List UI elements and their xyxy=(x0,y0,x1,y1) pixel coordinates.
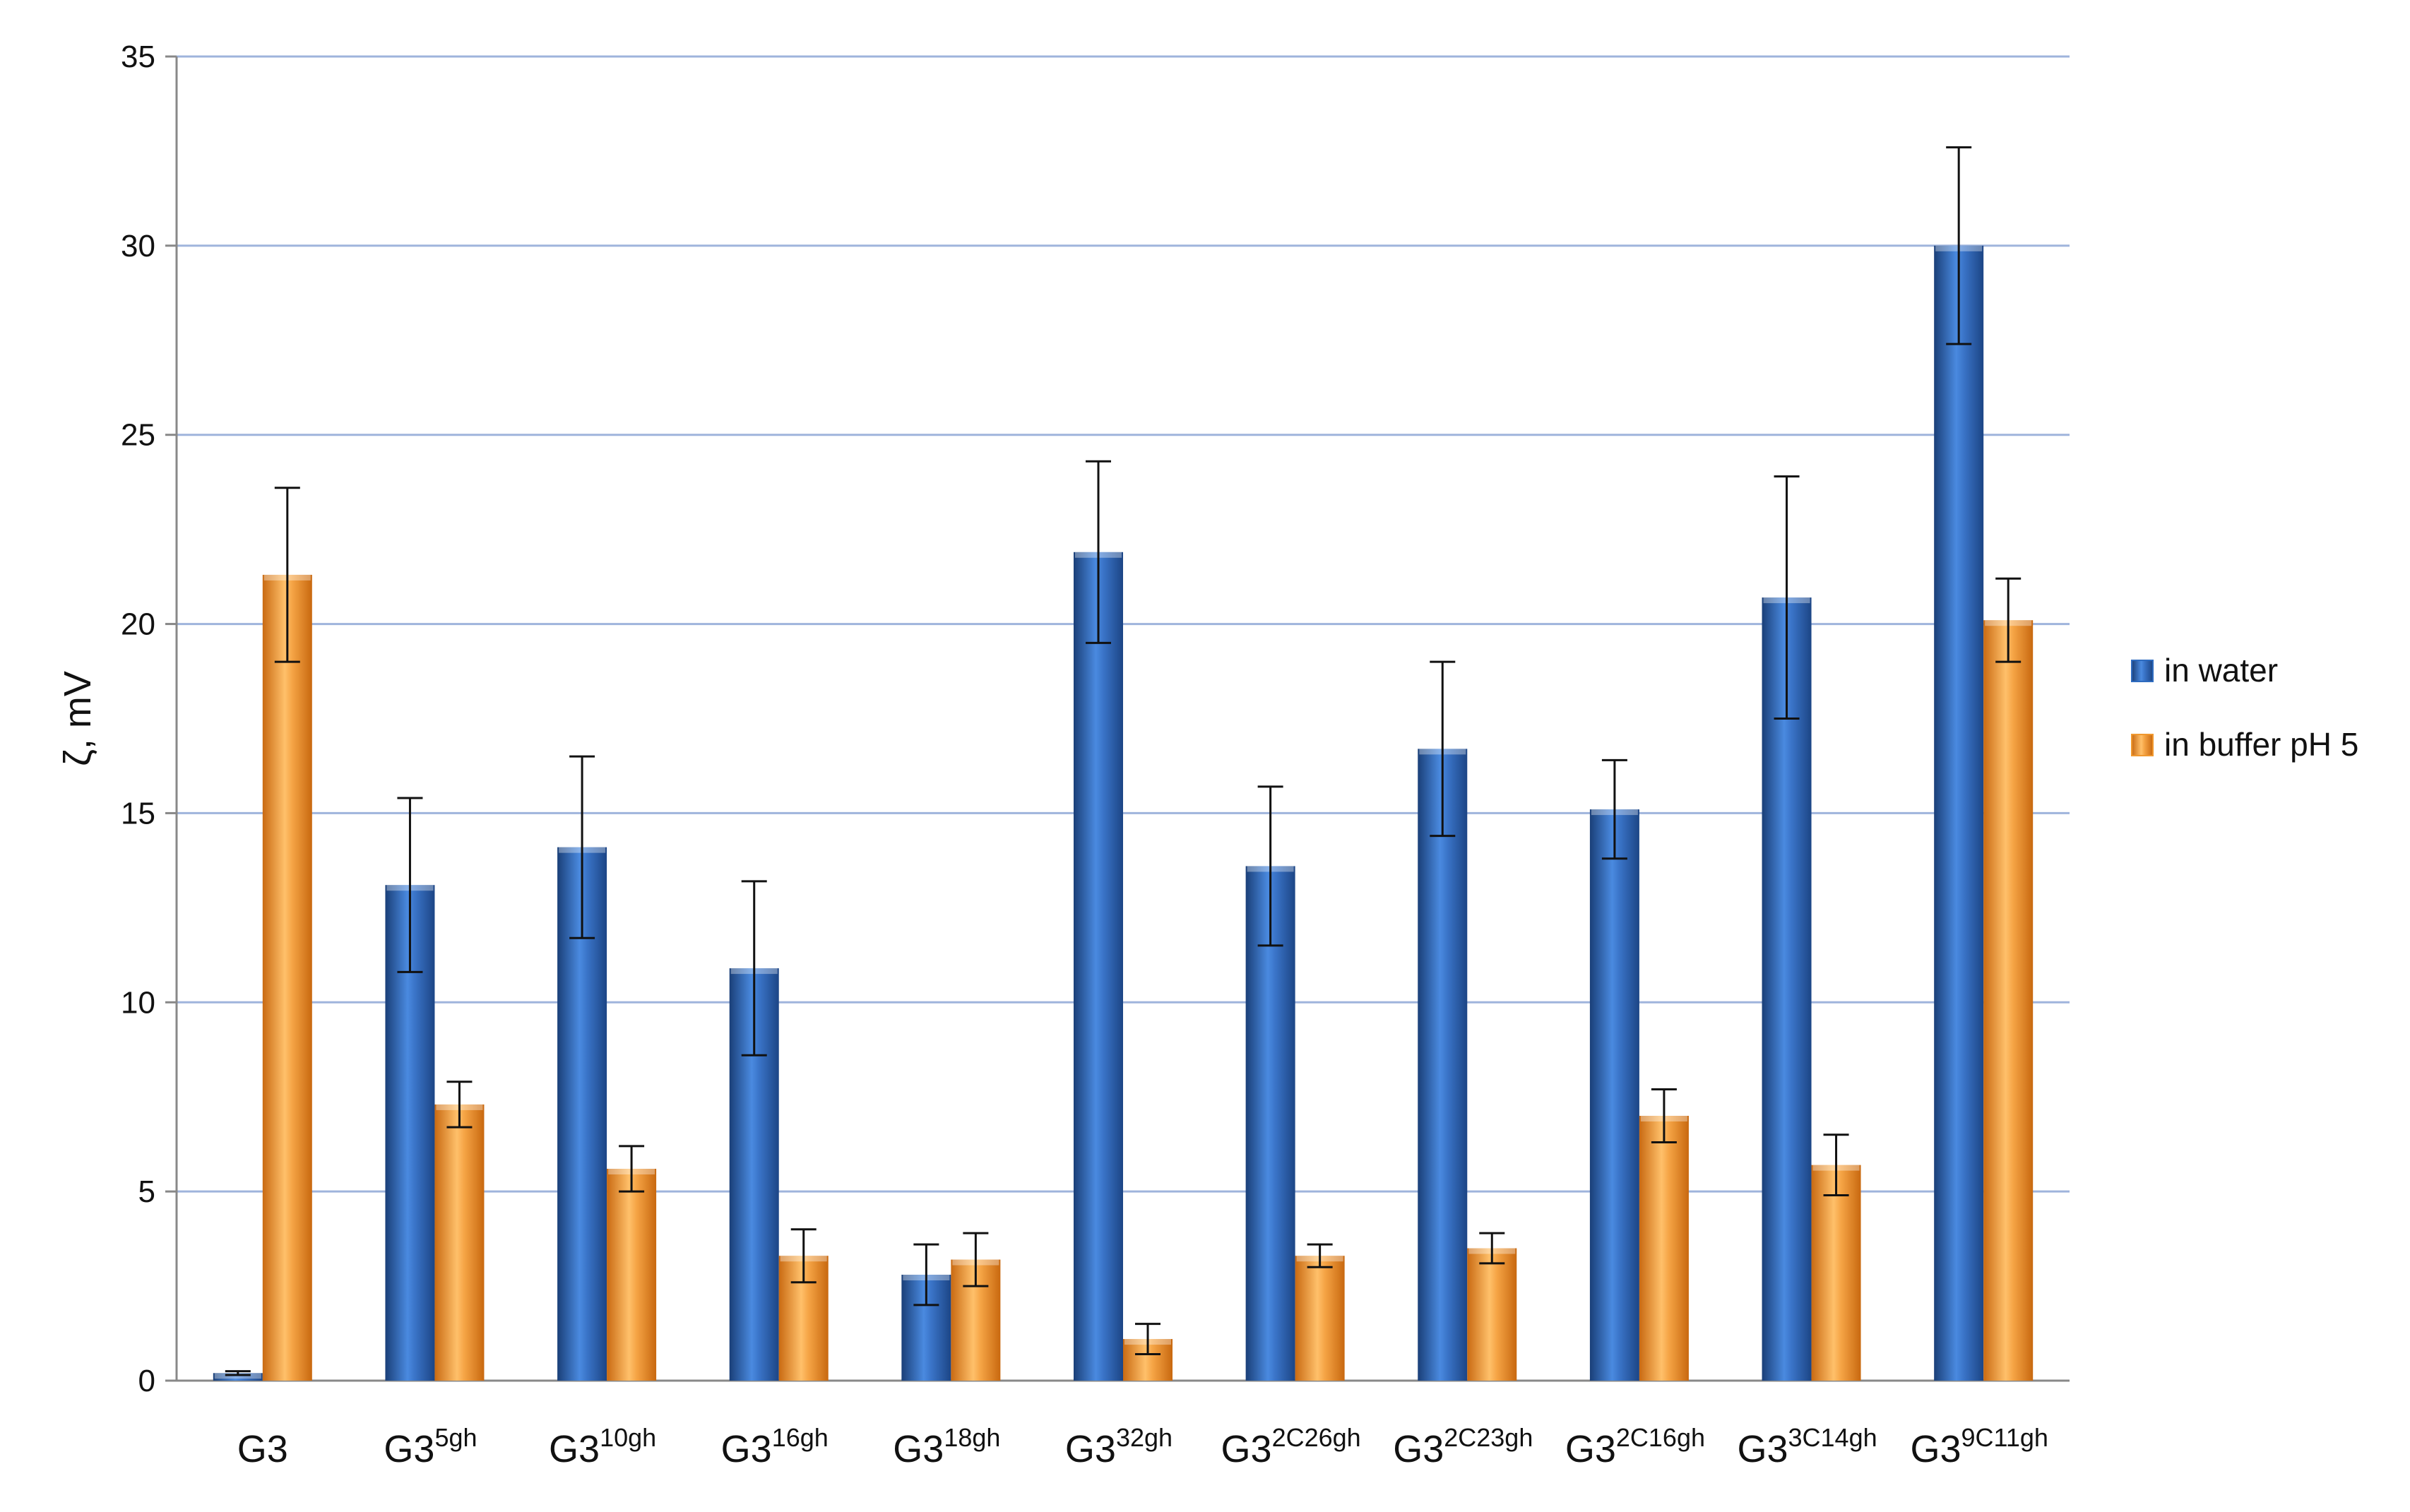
bar-s0-c5 xyxy=(1074,552,1123,1381)
error-bar-s1-c10 xyxy=(1995,577,2022,663)
error-bar-s1-c8 xyxy=(1651,1088,1677,1143)
legend-swatch-0 xyxy=(2131,660,2154,682)
category-group-7 xyxy=(1418,660,1517,1381)
category-group-0 xyxy=(213,487,312,1381)
x-tick-label-5: G332gh xyxy=(1065,1423,1173,1470)
bar-s1-c0 xyxy=(262,574,312,1381)
x-tick-label-9: G33C14gh xyxy=(1737,1423,1877,1470)
bar-s1-c7 xyxy=(1467,1248,1517,1381)
y-tick-label-35: 35 xyxy=(121,40,155,74)
tick-labels: 0 5 10 15 20 25 30 35 ζ, mV G3 G35gh G310gh G316gh G3… xyxy=(57,40,2048,1470)
category-group-3 xyxy=(729,880,829,1381)
error-bar-s0-c10 xyxy=(1946,146,1972,345)
error-bar-s1-c6 xyxy=(1307,1243,1333,1268)
error-bar-s0-c0 xyxy=(225,1370,251,1376)
y-tick-label-5: 5 xyxy=(138,1174,155,1209)
x-tick-label-2: G310gh xyxy=(549,1423,656,1470)
error-bar-s1-c0 xyxy=(274,487,300,663)
x-tick-label-4: G318gh xyxy=(893,1423,1000,1470)
category-group-9 xyxy=(1762,475,1861,1381)
error-bar-s0-c3 xyxy=(741,880,767,1056)
legend-swatch-1 xyxy=(2131,734,2154,756)
y-tick-label-30: 30 xyxy=(121,229,155,263)
bar-s0-c10 xyxy=(1934,245,1984,1381)
error-bar-s0-c4 xyxy=(913,1243,939,1306)
category-group-1 xyxy=(385,797,485,1381)
bar-s0-c7 xyxy=(1418,749,1468,1381)
bar-s1-c9 xyxy=(1811,1165,1861,1381)
bar-s0-c9 xyxy=(1762,597,1812,1381)
bars xyxy=(213,146,2034,1381)
y-tick-label-25: 25 xyxy=(121,418,155,453)
bar-s0-c8 xyxy=(1589,809,1639,1381)
error-bar-s1-c5 xyxy=(1135,1323,1161,1355)
legend-entry-1: in buffer pH 5 xyxy=(2131,726,2358,763)
category-group-4 xyxy=(901,1232,1001,1381)
x-tick-label-6: G32C26gh xyxy=(1221,1423,1361,1470)
category-group-10 xyxy=(1934,146,2034,1381)
error-bar-s1-c2 xyxy=(619,1145,645,1193)
bar-s1-c8 xyxy=(1639,1116,1689,1381)
y-axis-title: ζ, mV xyxy=(57,671,99,766)
error-bar-s0-c8 xyxy=(1601,758,1627,860)
y-tick-label-15: 15 xyxy=(121,796,155,831)
bar-s1-c1 xyxy=(434,1104,485,1381)
legend-label-1: in buffer pH 5 xyxy=(2164,726,2358,763)
x-tick-label-10: G39C11gh xyxy=(1910,1423,2048,1470)
category-group-5 xyxy=(1074,460,1173,1381)
x-tick-label-3: G316gh xyxy=(721,1423,829,1470)
error-bar-s0-c5 xyxy=(1086,460,1111,644)
x-tick-label-0: G3 xyxy=(237,1428,288,1470)
error-bar-s0-c9 xyxy=(1774,475,1800,720)
category-group-8 xyxy=(1589,758,1689,1381)
category-group-2 xyxy=(557,755,657,1381)
error-bar-s1-c3 xyxy=(790,1228,817,1284)
bar-s1-c6 xyxy=(1295,1256,1345,1381)
bar-s0-c0 xyxy=(213,1373,263,1381)
y-tick-label-20: 20 xyxy=(121,607,155,642)
error-bar-s0-c1 xyxy=(397,797,423,973)
error-bar-s0-c2 xyxy=(569,755,595,939)
x-tick-label-1: G35gh xyxy=(384,1423,477,1470)
legend: in water in buffer pH 5 xyxy=(2131,652,2358,763)
bar-s1-c2 xyxy=(607,1169,657,1381)
bar-s0-c6 xyxy=(1245,866,1295,1381)
legend-entry-0: in water xyxy=(2131,652,2278,689)
x-tick-label-7: G32C23gh xyxy=(1393,1423,1533,1470)
y-tick-label-10: 10 xyxy=(121,985,155,1020)
x-tick-label-8: G32C16gh xyxy=(1565,1423,1705,1470)
error-bar-s1-c9 xyxy=(1823,1133,1849,1196)
bar-s1-c10 xyxy=(1983,620,2034,1381)
error-bar-s0-c7 xyxy=(1430,660,1456,838)
legend-label-0: in water xyxy=(2164,652,2278,689)
error-bar-s1-c4 xyxy=(963,1232,989,1287)
category-group-6 xyxy=(1245,785,1345,1381)
y-tick-label-0: 0 xyxy=(138,1364,155,1398)
error-bar-s1-c7 xyxy=(1479,1232,1505,1265)
error-bar-s0-c6 xyxy=(1257,785,1283,947)
error-bar-s1-c1 xyxy=(446,1081,473,1129)
